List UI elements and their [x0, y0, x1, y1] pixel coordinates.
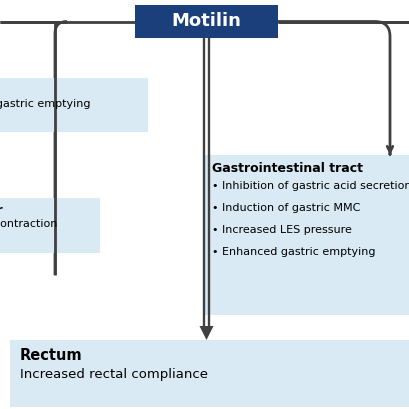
Text: Gallbladder: Gallbladder: [0, 204, 3, 217]
Text: Rectum: Rectum: [20, 348, 83, 363]
Text: Motilin: Motilin: [171, 13, 241, 31]
Text: • Enhanced gastric emptying: • Enhanced gastric emptying: [212, 247, 375, 257]
Text: Gallbladder contraction: Gallbladder contraction: [0, 219, 57, 229]
FancyBboxPatch shape: [205, 155, 409, 315]
Text: • Inhibition of gastric acid secretion: • Inhibition of gastric acid secretion: [212, 181, 409, 191]
Polygon shape: [200, 326, 213, 340]
Text: Increased rectal compliance: Increased rectal compliance: [20, 368, 208, 381]
Text: • Induction of gastric MMC: • Induction of gastric MMC: [212, 203, 360, 213]
Text: • Increased LES pressure: • Increased LES pressure: [212, 225, 352, 235]
FancyBboxPatch shape: [0, 198, 100, 253]
FancyBboxPatch shape: [135, 5, 278, 38]
Text: Accelerated gastric emptying: Accelerated gastric emptying: [0, 99, 90, 109]
Text: Gastrointestinal tract: Gastrointestinal tract: [212, 162, 363, 175]
FancyBboxPatch shape: [0, 78, 148, 132]
FancyBboxPatch shape: [10, 340, 409, 407]
